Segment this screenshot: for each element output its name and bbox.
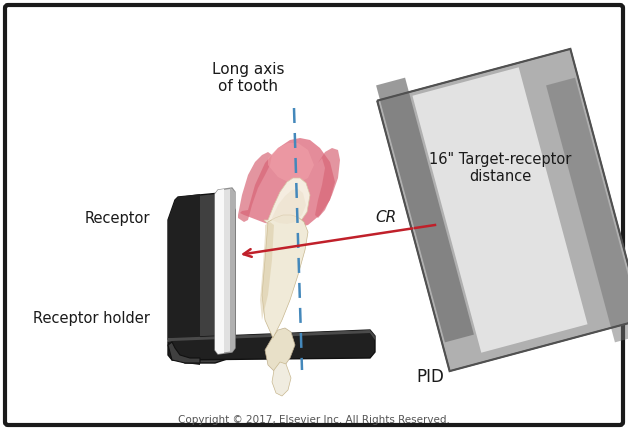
Polygon shape [230,188,235,352]
Polygon shape [168,193,235,363]
Polygon shape [265,328,295,372]
Polygon shape [168,330,375,360]
Polygon shape [260,222,274,320]
Text: Copyright © 2017, Elsevier Inc. All Rights Reserved.: Copyright © 2017, Elsevier Inc. All Righ… [178,415,450,425]
FancyBboxPatch shape [5,5,623,425]
Polygon shape [268,143,314,183]
Polygon shape [215,189,224,354]
Text: 16" Target-receptor
distance: 16" Target-receptor distance [429,152,571,184]
Polygon shape [376,78,474,342]
Polygon shape [272,362,291,396]
Polygon shape [168,194,200,365]
Text: PID: PID [416,368,444,386]
Polygon shape [168,330,375,342]
Polygon shape [315,148,340,218]
Text: CR: CR [375,211,396,225]
Polygon shape [272,189,306,224]
Text: Receptor: Receptor [85,211,150,225]
Polygon shape [238,152,272,222]
Polygon shape [215,188,235,354]
Polygon shape [546,78,628,342]
Polygon shape [377,49,628,371]
Text: Receptor holder: Receptor holder [33,310,150,326]
Text: Long axis
of tooth: Long axis of tooth [212,62,284,95]
Polygon shape [413,68,588,353]
Polygon shape [240,138,335,228]
Polygon shape [264,178,310,228]
Polygon shape [168,342,200,363]
Polygon shape [262,215,308,338]
